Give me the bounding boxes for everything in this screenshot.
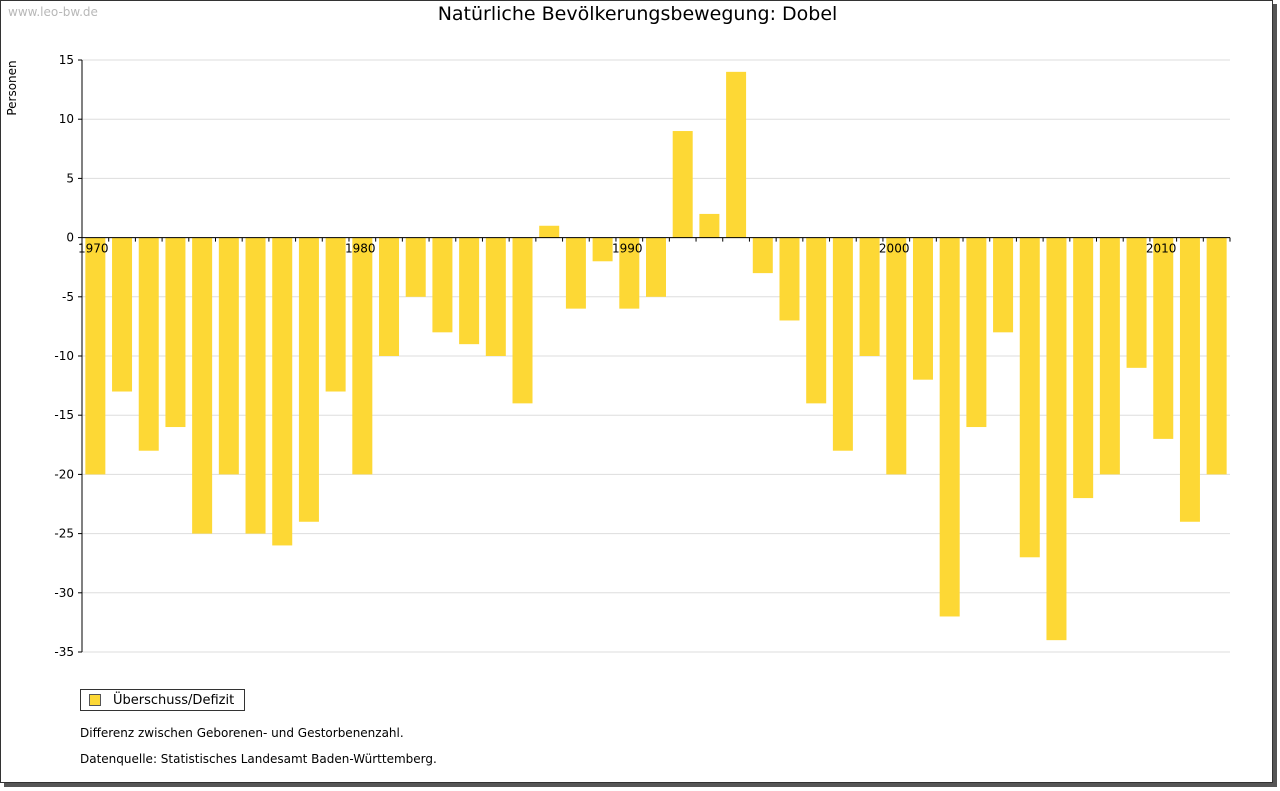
note-source: Datenquelle: Statistisches Landesamt Bad…	[80, 752, 437, 766]
bar-1977	[272, 237, 293, 546]
bar-1980	[352, 237, 373, 475]
watermark: www.leo-bw.de	[8, 5, 98, 19]
bar-1996	[779, 237, 800, 321]
bar-1982	[405, 237, 426, 297]
x-tick-label-2000: 2000	[879, 242, 910, 256]
bar-1986	[512, 237, 533, 404]
bar-1973	[165, 237, 186, 428]
bar-1970	[85, 237, 106, 475]
bar-2002	[939, 237, 960, 617]
legend-label: Überschuss/Defizit	[113, 692, 235, 708]
bar-2006	[1046, 237, 1067, 641]
x-tick-label-1980: 1980	[345, 242, 376, 256]
bar-1999	[859, 237, 880, 356]
bar-1994	[726, 71, 747, 238]
chart-title: Natürliche Bevölkerungsbewegung: Dobel	[437, 3, 838, 25]
bar-1989	[592, 237, 613, 262]
bar-2000	[886, 237, 907, 475]
tick-labels: 15 10 5 0 -5 -10 -15 -20 -25 -30 -35 1970 1980 1990 20…	[54, 53, 1176, 659]
axes	[78, 59, 1231, 653]
y-tick-label: 15	[59, 53, 74, 67]
legend-swatch	[89, 694, 101, 706]
bar-1974	[192, 237, 213, 534]
y-tick-label: 0	[66, 231, 74, 245]
y-tick-label: -30	[54, 586, 74, 600]
bar-1993	[699, 213, 720, 238]
bars	[85, 71, 1227, 641]
bar-1997	[806, 237, 827, 404]
bar-1998	[832, 237, 853, 451]
bar-2010	[1153, 237, 1174, 439]
bar-1992	[672, 131, 693, 238]
bar-2003	[966, 237, 987, 428]
y-axis-label: Personen	[5, 60, 19, 115]
bar-1988	[565, 237, 586, 309]
y-tick-label: -15	[54, 408, 74, 422]
y-tick-label: -5	[62, 290, 74, 304]
y-tick-label: -35	[54, 645, 74, 659]
bar-1995	[752, 237, 773, 274]
y-tick-label: -20	[54, 467, 74, 481]
note-description: Differenz zwischen Geborenen- und Gestor…	[80, 726, 404, 740]
y-tick-label: -25	[54, 527, 74, 541]
y-tick-label: -10	[54, 349, 74, 363]
bar-2012	[1206, 237, 1227, 475]
bar-1971	[112, 237, 133, 392]
legend: Überschuss/Defizit	[80, 689, 246, 711]
bar-1976	[245, 237, 266, 534]
bar-2004	[993, 237, 1014, 333]
bar-1975	[218, 237, 239, 475]
bar-1987	[539, 225, 560, 238]
bar-1991	[646, 237, 666, 297]
bar-2001	[912, 237, 933, 380]
bar-1979	[325, 237, 346, 392]
y-tick-label: 5	[66, 171, 74, 185]
bar-1972	[138, 237, 159, 451]
bar-1990	[619, 237, 640, 309]
x-tick-label-1990: 1990	[612, 242, 643, 256]
y-tick-label: 10	[59, 112, 74, 126]
bar-1978	[298, 237, 319, 522]
bar-2008	[1099, 237, 1120, 475]
bar-2009	[1126, 237, 1147, 368]
bar-1985	[485, 237, 506, 356]
bar-1981	[379, 237, 400, 356]
bar-1983	[432, 237, 453, 333]
bar-2005	[1019, 237, 1040, 558]
bar-2007	[1073, 237, 1094, 499]
bar-1984	[459, 237, 480, 345]
bar-2011	[1179, 237, 1200, 522]
x-tick-label-2010: 2010	[1146, 242, 1177, 256]
x-tick-label-1970: 1970	[78, 242, 109, 256]
